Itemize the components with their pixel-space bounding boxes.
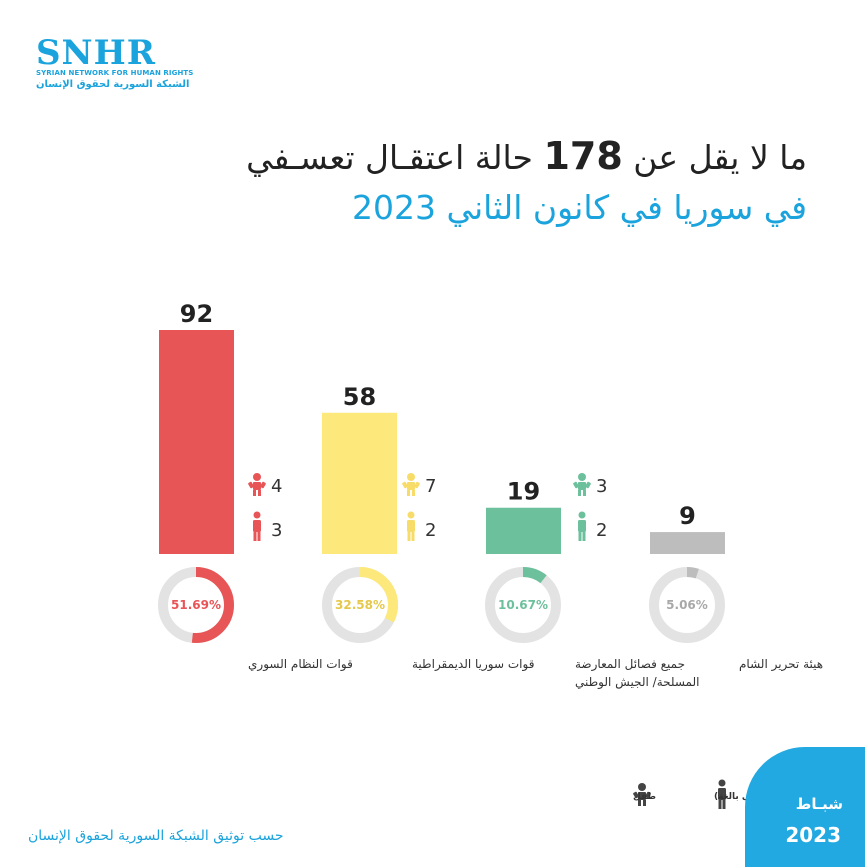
woman-icon-0 <box>253 511 261 541</box>
bar-0 <box>159 330 234 554</box>
child-icon-0 <box>248 473 266 496</box>
date-year: 2023 <box>785 823 841 847</box>
woman-count-2: 2 <box>596 520 607 541</box>
category-label-2-1: المسلحة/ الجيش الوطني <box>575 675 699 690</box>
snhr-logo: SNHR <box>36 33 157 73</box>
ring-segment-2 <box>485 567 561 643</box>
title-after: حالة اعتقـال تعسـفي <box>246 138 533 177</box>
child-icon-1 <box>402 473 420 496</box>
category-label-0-0: قوات النظام السوري <box>248 657 353 672</box>
ring-percent-label-2: 10.67% <box>498 598 548 612</box>
bar-3 <box>650 532 725 554</box>
title-before: ما لا يقل عن <box>633 138 807 177</box>
bar-value-label-3: 9 <box>679 502 696 530</box>
legend-child-label: طفل <box>633 792 656 802</box>
woman-count-0: 3 <box>271 520 282 541</box>
bar-value-label-2: 19 <box>507 478 540 506</box>
ring-segment-3 <box>649 567 725 643</box>
ring-segment-1 <box>322 567 398 643</box>
ring-percent-label-1: 32.58% <box>335 598 385 612</box>
ring-percent-label-0: 51.69% <box>171 598 221 612</box>
date-badge <box>745 747 865 867</box>
legend-child-icon <box>633 783 651 806</box>
logo-arabic-text: الشبكة السورية لحقوق الإنسان <box>36 79 190 90</box>
date-month: شبـاط <box>795 795 843 813</box>
child-icon-2 <box>573 473 591 496</box>
category-label-2-0: جميع فصائل المعارضة <box>575 657 685 672</box>
footer-source: حسب توثيق الشبكة السورية لحقوق الإنسان <box>28 828 284 844</box>
bar-2 <box>486 507 561 554</box>
bar-value-label-1: 58 <box>343 383 376 411</box>
title-number: 178 <box>543 134 623 178</box>
ring-segment-0 <box>158 567 234 643</box>
category-label-1-0: قوات سوريا الديمقراطية <box>412 657 534 672</box>
child-count-2: 3 <box>596 476 607 497</box>
ring-percent-label-3: 5.06% <box>666 598 708 612</box>
page-title: ما لا يقل عن 178 حالة اعتقـال تعسـفي <box>246 134 807 178</box>
woman-icon-1 <box>407 511 415 541</box>
category-label-3-0: هيئة تحرير الشام <box>739 657 823 672</box>
child-count-1: 7 <box>425 476 436 497</box>
logo-english-text: SYRIAN NETWORK FOR HUMAN RIGHTS <box>36 69 194 77</box>
woman-count-1: 2 <box>425 520 436 541</box>
legend-woman-icon <box>718 779 726 809</box>
bar-1 <box>322 412 397 554</box>
child-count-0: 4 <box>271 476 282 497</box>
bar-value-label-0: 92 <box>180 300 213 328</box>
page-subtitle: في سوريا في كانون الثاني 2023 <box>351 188 807 227</box>
woman-icon-2 <box>578 511 586 541</box>
